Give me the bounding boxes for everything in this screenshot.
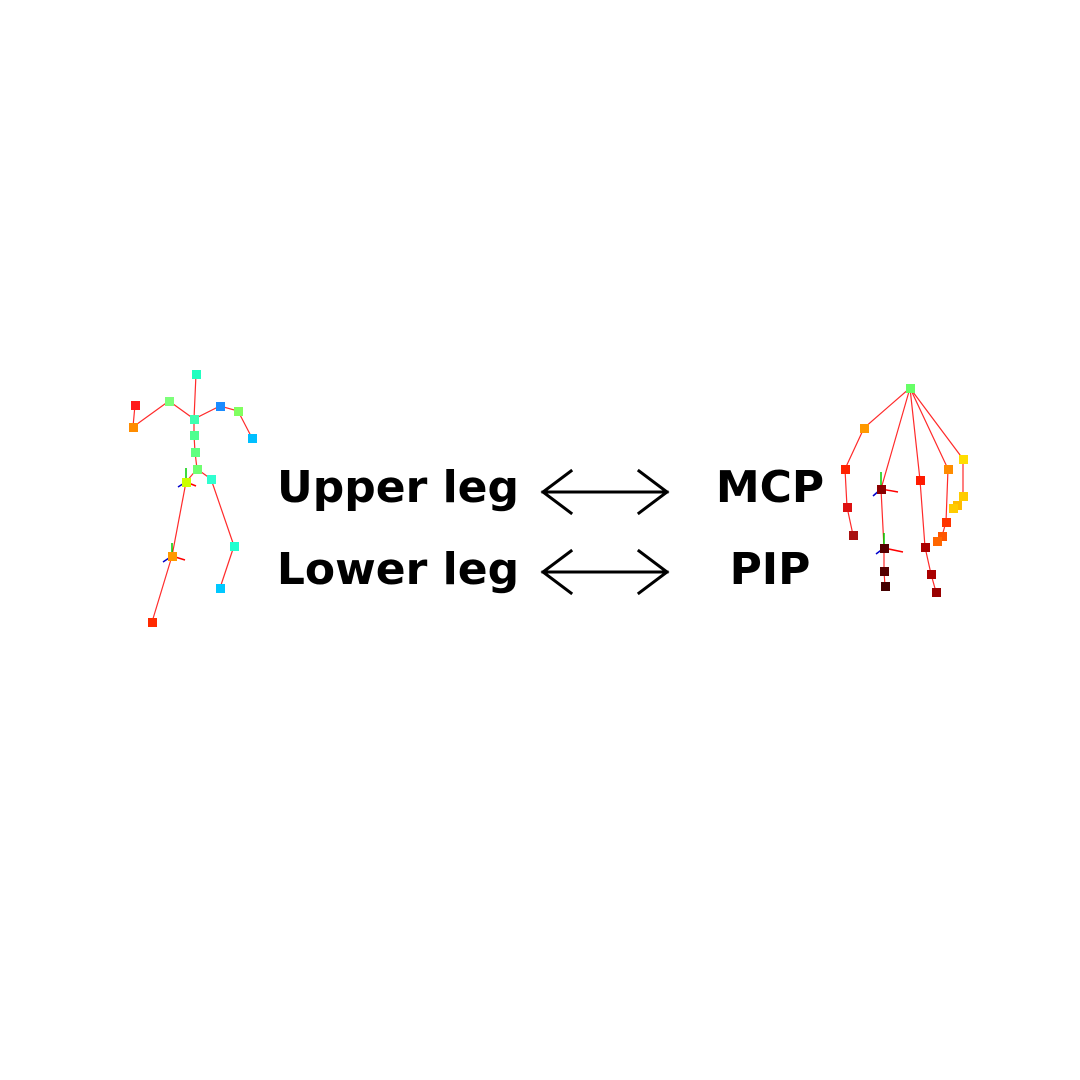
mapping-left-label-upper-leg: Upper leg bbox=[277, 462, 519, 513]
body-skeleton-icon bbox=[129, 370, 257, 627]
mapping-right-label-mcp: MCP bbox=[715, 462, 825, 513]
mapping-left-label-lower-leg: Lower leg bbox=[276, 544, 520, 595]
double-arrow-icon bbox=[540, 468, 670, 516]
double-arrow-icon bbox=[540, 548, 670, 596]
mapping-right-label-pip: PIP bbox=[729, 544, 811, 595]
hand-skeleton-icon bbox=[841, 384, 968, 597]
